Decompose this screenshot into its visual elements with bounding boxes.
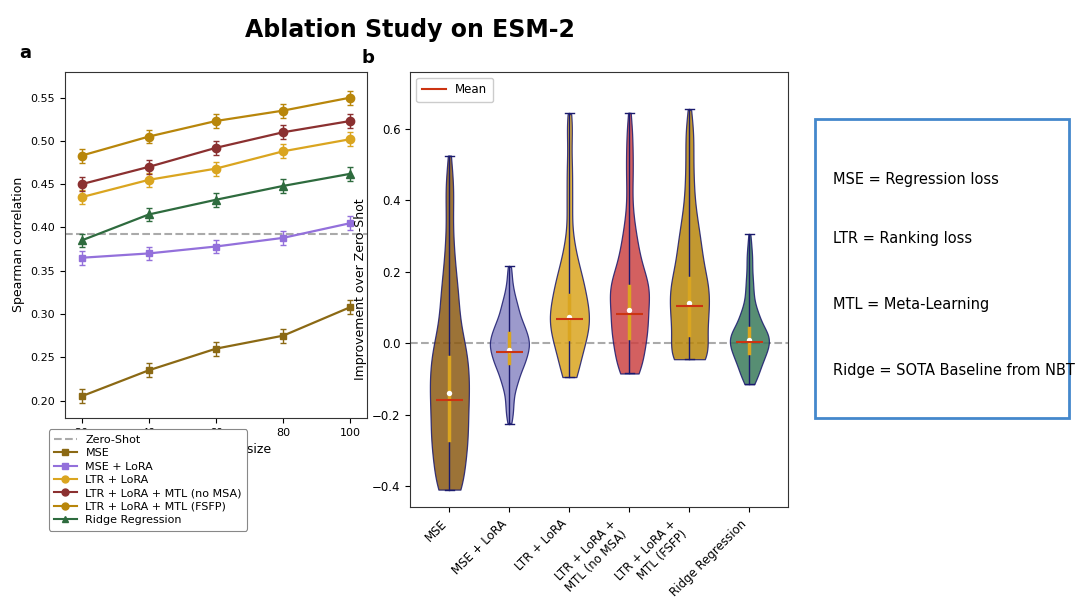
Text: a: a [19, 44, 31, 62]
Legend: Zero-Shot, MSE, MSE + LoRA, LTR + LoRA, LTR + LoRA + MTL (no MSA), LTR + LoRA + : Zero-Shot, MSE, MSE + LoRA, LTR + LoRA, … [49, 429, 247, 531]
Text: LTR = Ranking loss: LTR = Ranking loss [833, 231, 972, 247]
Point [621, 306, 638, 315]
Text: MTL = Meta-Learning: MTL = Meta-Learning [833, 297, 989, 312]
Point [680, 298, 698, 308]
FancyBboxPatch shape [815, 119, 1069, 418]
Legend: Mean: Mean [416, 78, 494, 102]
Y-axis label: Improvement over Zero-Shot: Improvement over Zero-Shot [353, 199, 366, 380]
Text: Ablation Study on ESM-2: Ablation Study on ESM-2 [245, 18, 576, 42]
Point [441, 389, 458, 398]
X-axis label: Training data size: Training data size [161, 443, 271, 456]
Text: Ridge = SOTA Baseline from NBT: Ridge = SOTA Baseline from NBT [833, 362, 1075, 378]
Text: b: b [361, 49, 374, 67]
Text: MSE = Regression loss: MSE = Regression loss [833, 171, 999, 187]
Point [501, 345, 518, 355]
Point [561, 313, 578, 322]
Y-axis label: Spearman correlation: Spearman correlation [12, 177, 25, 312]
Point [741, 335, 758, 344]
